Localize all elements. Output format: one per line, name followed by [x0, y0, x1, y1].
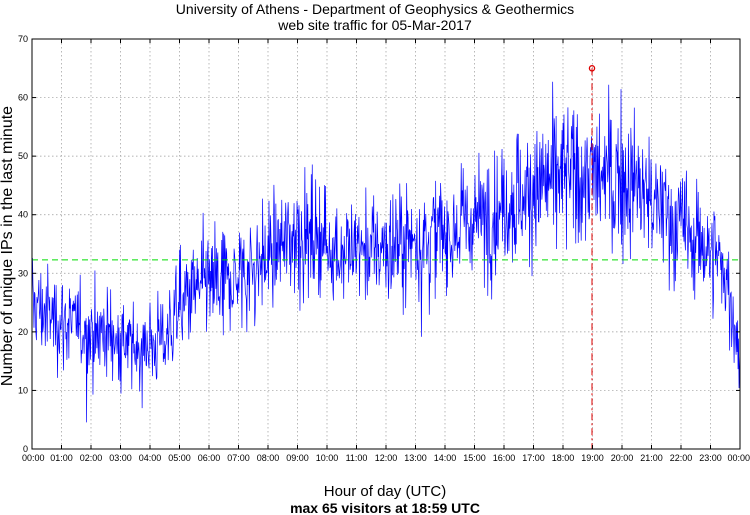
x-tick-label: 08:00	[257, 453, 280, 463]
y-axis-ticks: 0 10 20 30 40 50 60 70	[18, 34, 740, 454]
x-tick-label: 09:00	[286, 453, 309, 463]
chart-title: University of Athens - Department of Geo…	[176, 1, 574, 17]
x-tick-label: 01:00	[50, 453, 73, 463]
max-visitors-note: max 65 visitors at 18:59 UTC	[290, 500, 480, 515]
x-axis-label: Hour of day (UTC)	[324, 483, 447, 500]
x-tick-label: 12:00	[375, 453, 398, 463]
overlay-lines	[32, 65, 740, 449]
y-axis-label: Number of unique IPs in the last minute	[0, 106, 16, 386]
x-tick-label: 13:00	[404, 453, 427, 463]
x-tick-label: 14:00	[434, 453, 457, 463]
x-tick-label: 02:00	[80, 453, 103, 463]
x-tick-label: 04:00	[139, 453, 162, 463]
chart-subtitle: web site traffic for 05-Mar-2017	[277, 17, 472, 33]
x-tick-label: 20:00	[611, 453, 634, 463]
x-axis-ticks: 00:00 01:00 02:00 03:00 04:00 05:00 06:00 07:00…	[22, 39, 750, 463]
x-tick-label: 11:00	[346, 453, 368, 463]
max-point	[588, 65, 596, 72]
x-tick-label: 15:00	[463, 453, 486, 463]
traffic-trace	[31, 81, 741, 423]
y-tick-label: 10	[18, 385, 28, 395]
traffic-line	[31, 81, 741, 423]
x-tick-label: 05:00	[168, 453, 191, 463]
x-tick-label: 16:00	[493, 453, 516, 463]
y-tick-label: 30	[18, 268, 28, 278]
x-tick-label: 06:00	[198, 453, 221, 463]
x-tick-label: 10:00	[316, 453, 339, 463]
y-tick-label: 0	[23, 444, 28, 454]
x-tick-label: 23:00	[699, 453, 722, 463]
y-tick-label: 40	[18, 210, 28, 220]
y-tick-label: 20	[18, 327, 28, 337]
x-tick-label: 07:00	[227, 453, 250, 463]
x-tick-label: 21:00	[640, 453, 663, 463]
y-tick-label: 70	[18, 34, 28, 44]
x-tick-label: 18:00	[552, 453, 575, 463]
x-tick-label: 19:00	[581, 453, 604, 463]
x-tick-label: 17:00	[522, 453, 545, 463]
x-tick-label: 22:00	[670, 453, 693, 463]
x-tick-label: 03:00	[109, 453, 132, 463]
x-tick-label: 00:00	[727, 453, 750, 463]
y-tick-label: 60	[18, 93, 28, 103]
x-tick-label: 00:00	[22, 453, 45, 463]
y-tick-label: 50	[18, 151, 28, 161]
